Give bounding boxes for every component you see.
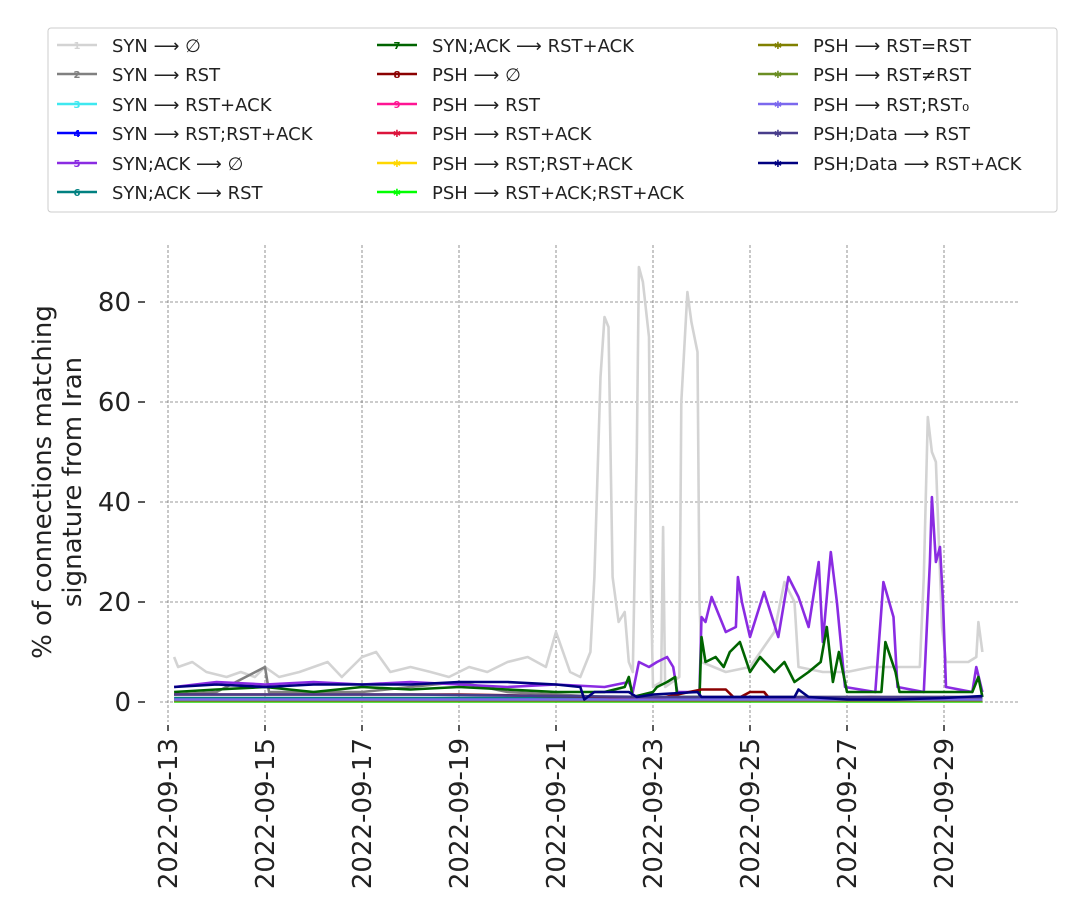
legend-label: SYN ⟶ ∅ bbox=[112, 36, 201, 57]
x-tick-label: 2022-09-13 bbox=[154, 738, 184, 889]
y-tick-label: 80 bbox=[98, 288, 131, 318]
y-axis-label-line: signature from Iran bbox=[58, 357, 88, 607]
legend-label: PSH ⟶ ∅ bbox=[432, 65, 521, 86]
legend-marker: ✱ bbox=[393, 188, 401, 199]
legend-label: SYN ⟶ RST;RST+ACK bbox=[112, 124, 314, 145]
legend-label: PSH ⟶ RST=RST bbox=[813, 36, 972, 57]
x-tick-label: 2022-09-29 bbox=[930, 738, 960, 889]
series-line bbox=[173, 495, 984, 694]
x-tick-label: 2022-09-23 bbox=[639, 738, 669, 889]
legend-marker: 2 bbox=[74, 70, 81, 81]
legend-label: SYN ⟶ RST+ACK bbox=[112, 95, 273, 116]
x-tick-label: 2022-09-19 bbox=[445, 738, 475, 889]
legend-marker: 1 bbox=[74, 41, 81, 52]
x-tick-label: 2022-09-17 bbox=[348, 738, 378, 889]
legend-marker: 8 bbox=[394, 70, 401, 81]
legend: 1 SYN ⟶ ∅ 2 SYN ⟶ RST 3 SYN ⟶ RST+ACK 4 SYN ⟶ R… bbox=[47, 27, 1058, 213]
legend-marker: ✱ bbox=[774, 41, 782, 52]
y-axis-label: % of connections matching signature from … bbox=[28, 305, 88, 659]
legend-label: SYN;ACK ⟶ RST+ACK bbox=[432, 36, 635, 57]
legend-marker: ✱ bbox=[774, 70, 782, 81]
legend-label: PSH ⟶ RST+ACK bbox=[432, 124, 593, 145]
legend-frame bbox=[47, 27, 1058, 213]
y-axis: 0 20 40 60 80 bbox=[98, 288, 145, 718]
legend-label: PSH ⟶ RST bbox=[432, 95, 541, 116]
legend-marker: 3 bbox=[74, 100, 81, 111]
y-tick-label: 40 bbox=[98, 488, 131, 518]
legend-marker: 7 bbox=[394, 41, 401, 52]
legend-marker: ✱ bbox=[393, 129, 401, 140]
x-tick-label: 2022-09-25 bbox=[736, 738, 766, 889]
legend-label: SYN;ACK ⟶ RST bbox=[112, 183, 264, 204]
x-tick-label: 2022-09-27 bbox=[833, 738, 863, 889]
series-line bbox=[172, 265, 984, 689]
legend-label: PSH ⟶ RST+ACK;RST+ACK bbox=[432, 183, 685, 204]
legend-marker: 6 bbox=[74, 188, 81, 199]
x-axis: 2022-09-13 2022-09-15 2022-09-17 2022-09-19… bbox=[154, 725, 960, 889]
x-tick-label: 2022-09-15 bbox=[251, 738, 281, 889]
legend-marker: 4 bbox=[74, 129, 81, 140]
legend-label: PSH ⟶ RST≠RST bbox=[813, 65, 972, 86]
series-line bbox=[174, 625, 984, 699]
legend-marker: ✱ bbox=[774, 129, 782, 140]
legend-marker: ✱ bbox=[393, 159, 401, 170]
legend-marker: 5 bbox=[74, 159, 81, 170]
legend-label: PSH ⟶ RST;RST+ACK bbox=[432, 154, 634, 175]
legend-marker: ✱ bbox=[774, 159, 782, 170]
series-lines bbox=[172, 265, 984, 703]
series-line bbox=[174, 680, 983, 701]
y-axis-label-line: % of connections matching bbox=[28, 305, 58, 659]
legend-marker: 9 bbox=[394, 100, 401, 111]
y-tick-label: 60 bbox=[98, 388, 131, 418]
legend-label: PSH;Data ⟶ RST bbox=[813, 124, 971, 145]
legend-label: PSH ⟶ RST;RST₀ bbox=[813, 95, 969, 116]
legend-label: PSH;Data ⟶ RST+ACK bbox=[813, 154, 1023, 175]
legend-marker: ✱ bbox=[774, 100, 782, 111]
x-tick-label: 2022-09-21 bbox=[542, 738, 572, 889]
legend-label: SYN;ACK ⟶ ∅ bbox=[112, 154, 243, 175]
y-tick-label: 0 bbox=[114, 688, 131, 718]
legend-label: SYN ⟶ RST bbox=[112, 65, 221, 86]
y-tick-label: 20 bbox=[98, 588, 131, 618]
